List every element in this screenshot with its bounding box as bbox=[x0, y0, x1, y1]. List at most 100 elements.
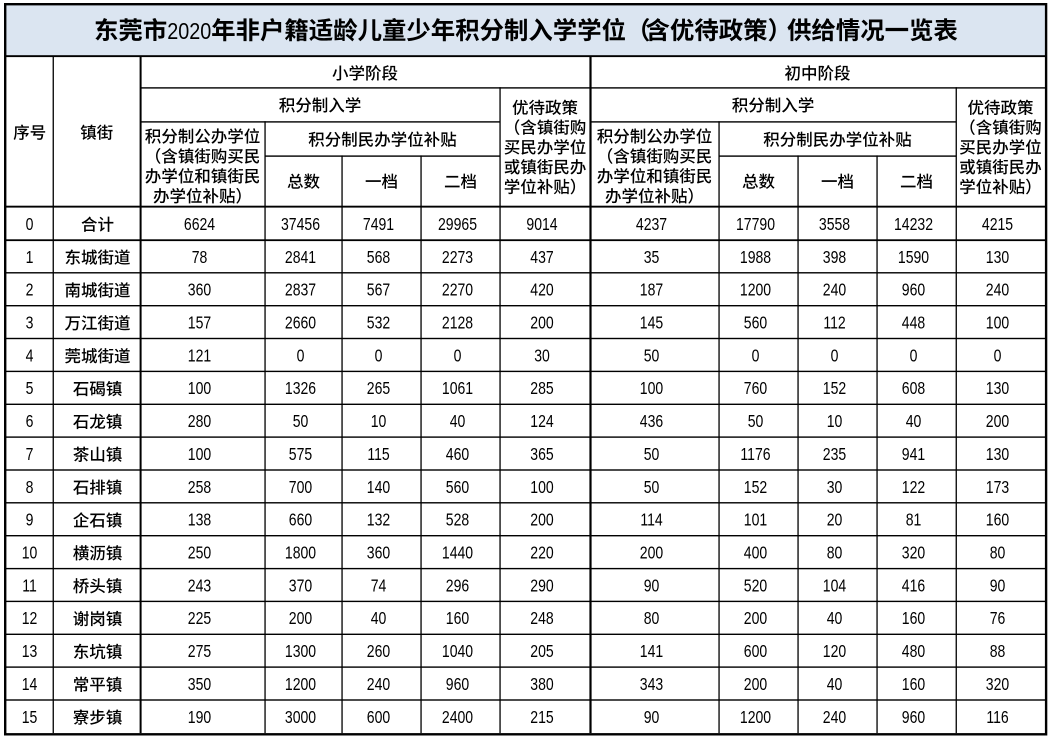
svg-text:258: 258 bbox=[188, 477, 211, 497]
svg-text:760: 760 bbox=[744, 379, 767, 399]
svg-text:400: 400 bbox=[744, 543, 767, 563]
svg-text:152: 152 bbox=[744, 477, 767, 497]
svg-text:436: 436 bbox=[640, 411, 663, 431]
svg-text:187: 187 bbox=[640, 280, 663, 300]
svg-text:240: 240 bbox=[367, 674, 390, 694]
svg-text:240: 240 bbox=[986, 280, 1009, 300]
svg-text:160: 160 bbox=[902, 609, 925, 629]
svg-text:200: 200 bbox=[744, 609, 767, 629]
svg-text:0: 0 bbox=[752, 346, 760, 366]
svg-text:560: 560 bbox=[744, 313, 767, 333]
svg-text:2020: 2020 bbox=[167, 19, 211, 45]
svg-text:152: 152 bbox=[823, 379, 846, 399]
svg-text:248: 248 bbox=[530, 609, 553, 629]
svg-text:190: 190 bbox=[188, 707, 211, 727]
svg-text:29965: 29965 bbox=[438, 214, 477, 234]
svg-text:200: 200 bbox=[530, 313, 553, 333]
svg-text:290: 290 bbox=[530, 576, 553, 596]
svg-text:100: 100 bbox=[640, 379, 663, 399]
svg-text:1: 1 bbox=[26, 247, 34, 267]
svg-text:280: 280 bbox=[188, 411, 211, 431]
svg-text:600: 600 bbox=[367, 707, 390, 727]
svg-text:5: 5 bbox=[26, 379, 34, 399]
svg-text:114: 114 bbox=[640, 510, 662, 530]
svg-text:2660: 2660 bbox=[285, 313, 316, 333]
svg-text:1590: 1590 bbox=[898, 247, 929, 267]
svg-text:1300: 1300 bbox=[285, 641, 316, 661]
svg-text:90: 90 bbox=[644, 707, 660, 727]
svg-text:15: 15 bbox=[22, 707, 38, 727]
svg-text:365: 365 bbox=[530, 444, 553, 464]
svg-text:2128: 2128 bbox=[442, 313, 473, 333]
svg-text:528: 528 bbox=[446, 510, 469, 530]
svg-text:420: 420 bbox=[530, 280, 553, 300]
svg-text:12: 12 bbox=[22, 609, 38, 629]
svg-text:138: 138 bbox=[188, 510, 211, 530]
svg-text:200: 200 bbox=[289, 609, 312, 629]
svg-text:240: 240 bbox=[823, 707, 846, 727]
svg-text:437: 437 bbox=[530, 247, 553, 267]
svg-text:130: 130 bbox=[986, 379, 1009, 399]
svg-text:50: 50 bbox=[644, 477, 660, 497]
svg-text:1326: 1326 bbox=[285, 379, 316, 399]
svg-text:132: 132 bbox=[367, 510, 390, 530]
svg-text:100: 100 bbox=[530, 477, 553, 497]
svg-text:50: 50 bbox=[644, 444, 660, 464]
svg-text:9014: 9014 bbox=[526, 214, 557, 234]
svg-text:115: 115 bbox=[367, 444, 389, 464]
svg-text:20: 20 bbox=[827, 510, 843, 530]
svg-text:14232: 14232 bbox=[894, 214, 933, 234]
svg-text:40: 40 bbox=[827, 609, 843, 629]
svg-text:78: 78 bbox=[192, 247, 208, 267]
svg-text:122: 122 bbox=[902, 477, 925, 497]
svg-text:74: 74 bbox=[371, 576, 387, 596]
svg-text:700: 700 bbox=[289, 477, 312, 497]
svg-text:140: 140 bbox=[367, 477, 390, 497]
svg-text:50: 50 bbox=[748, 411, 764, 431]
svg-text:88: 88 bbox=[990, 641, 1006, 661]
svg-text:90: 90 bbox=[644, 576, 660, 596]
svg-text:220: 220 bbox=[530, 543, 553, 563]
svg-text:10: 10 bbox=[827, 411, 843, 431]
svg-text:1200: 1200 bbox=[285, 674, 316, 694]
svg-text:6: 6 bbox=[26, 411, 34, 431]
svg-text:11: 11 bbox=[22, 576, 37, 596]
svg-text:4237: 4237 bbox=[636, 214, 667, 234]
svg-text:250: 250 bbox=[188, 543, 211, 563]
svg-text:1040: 1040 bbox=[442, 641, 473, 661]
svg-text:205: 205 bbox=[530, 641, 553, 661]
svg-text:1061: 1061 bbox=[442, 379, 473, 399]
svg-text:350: 350 bbox=[188, 674, 211, 694]
svg-text:0: 0 bbox=[26, 214, 34, 234]
svg-text:40: 40 bbox=[450, 411, 466, 431]
svg-text:40: 40 bbox=[371, 609, 387, 629]
svg-text:4215: 4215 bbox=[982, 214, 1013, 234]
svg-text:0: 0 bbox=[375, 346, 383, 366]
svg-text:80: 80 bbox=[827, 543, 843, 563]
svg-text:3: 3 bbox=[26, 313, 34, 333]
svg-text:145: 145 bbox=[640, 313, 663, 333]
svg-text:50: 50 bbox=[293, 411, 309, 431]
svg-text:960: 960 bbox=[446, 674, 469, 694]
svg-text:8: 8 bbox=[26, 477, 34, 497]
svg-text:160: 160 bbox=[446, 609, 469, 629]
svg-text:265: 265 bbox=[367, 379, 390, 399]
svg-text:520: 520 bbox=[744, 576, 767, 596]
svg-text:141: 141 bbox=[640, 641, 663, 661]
svg-text:76: 76 bbox=[990, 609, 1006, 629]
svg-text:0: 0 bbox=[994, 346, 1002, 366]
svg-text:13: 13 bbox=[22, 641, 38, 661]
svg-text:10: 10 bbox=[371, 411, 387, 431]
svg-text:2837: 2837 bbox=[285, 280, 316, 300]
svg-text:130: 130 bbox=[986, 247, 1009, 267]
svg-text:1200: 1200 bbox=[740, 280, 771, 300]
svg-text:343: 343 bbox=[640, 674, 663, 694]
svg-text:200: 200 bbox=[744, 674, 767, 694]
svg-text:370: 370 bbox=[289, 576, 312, 596]
svg-text:320: 320 bbox=[902, 543, 925, 563]
svg-text:160: 160 bbox=[986, 510, 1009, 530]
svg-text:1800: 1800 bbox=[285, 543, 316, 563]
svg-text:480: 480 bbox=[902, 641, 925, 661]
svg-text:116: 116 bbox=[986, 707, 1008, 727]
svg-text:0: 0 bbox=[910, 346, 918, 366]
